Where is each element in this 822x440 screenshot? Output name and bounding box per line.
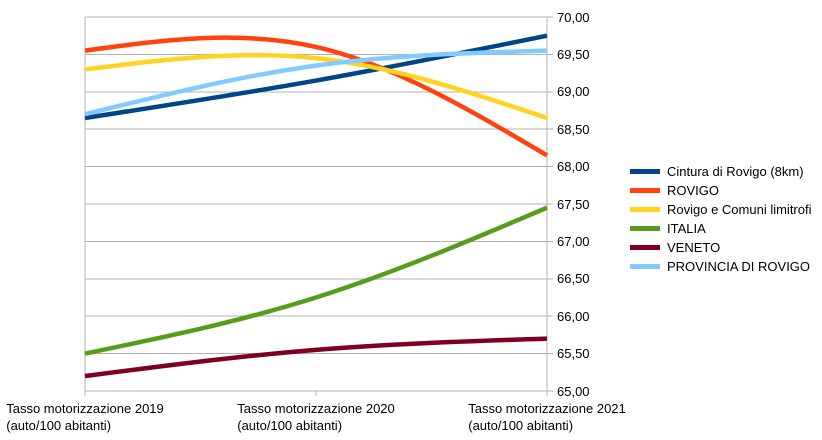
- legend-item: Rovigo e Comuni limitrofi: [630, 200, 812, 219]
- series-line-provincia-di-rovigo: [84, 48, 548, 117]
- y-axis-tick-label: 68,50: [557, 121, 590, 137]
- legend-item: ROVIGO: [630, 181, 812, 200]
- category-label-line1: Tasso motorizzazione 2020: [237, 401, 395, 416]
- x-axis-category-label: Tasso motorizzazione 2019 (auto/100 abita…: [6, 400, 164, 434]
- legend-color-swatch: [630, 169, 660, 174]
- y-axis-tick-label: 65,50: [557, 346, 590, 362]
- x-axis-category-label: Tasso motorizzazione 2020 (auto/100 abita…: [237, 400, 395, 434]
- series-line-rovigo-e-comuni-limitrofi: [84, 52, 548, 121]
- legend-label: Cintura di Rovigo (8km): [667, 164, 804, 179]
- legend-color-swatch: [630, 188, 660, 193]
- legend-item: ITALIA: [630, 219, 812, 238]
- legend-label: ITALIA: [667, 221, 706, 236]
- y-axis-tick-label: 66,00: [557, 308, 590, 324]
- category-label-line2: (auto/100 abitanti): [237, 418, 343, 433]
- legend-item: Cintura di Rovigo (8km): [630, 162, 812, 181]
- y-axis-tick-label: 70,00: [557, 9, 590, 25]
- x-axis-category-label: Tasso motorizzazione 2021 (auto/100 abita…: [468, 400, 626, 434]
- category-label-line2: (auto/100 abitanti): [468, 418, 574, 433]
- series-line-rovigo: [84, 35, 549, 158]
- y-axis-tick-label: 65,00: [557, 383, 590, 399]
- y-axis-tick-label: 69,50: [557, 46, 590, 62]
- series-line-italia: [84, 205, 548, 356]
- legend-item: PROVINCIA DI ROVIGO: [630, 257, 812, 276]
- legend-label: VENETO: [667, 240, 721, 255]
- y-axis-tick-label: 67,00: [557, 233, 590, 249]
- legend: Cintura di Rovigo (8km) ROVIGO Rovigo e Co…: [630, 162, 812, 276]
- category-label-line1: Tasso motorizzazione 2019: [6, 401, 164, 416]
- category-label-line2: (auto/100 abitanti): [6, 418, 112, 433]
- y-axis-tick-label: 68,00: [557, 159, 590, 175]
- legend-color-swatch: [630, 245, 660, 250]
- legend-color-swatch: [630, 226, 660, 231]
- y-axis-tick-label: 67,50: [557, 196, 590, 212]
- y-axis-tick-label: 66,50: [557, 271, 590, 287]
- y-axis-tick-label: 69,00: [557, 84, 590, 100]
- legend-label: PROVINCIA DI ROVIGO: [667, 259, 811, 274]
- series-line-veneto: [84, 336, 548, 379]
- series-line-cintura-di-rovigo-8km-: [84, 33, 548, 121]
- legend-label: Rovigo e Comuni limitrofi: [667, 202, 812, 217]
- legend-color-swatch: [630, 207, 660, 212]
- category-label-line1: Tasso motorizzazione 2021: [468, 401, 626, 416]
- legend-color-swatch: [630, 264, 660, 269]
- legend-label: ROVIGO: [667, 183, 720, 198]
- legend-item: VENETO: [630, 238, 812, 257]
